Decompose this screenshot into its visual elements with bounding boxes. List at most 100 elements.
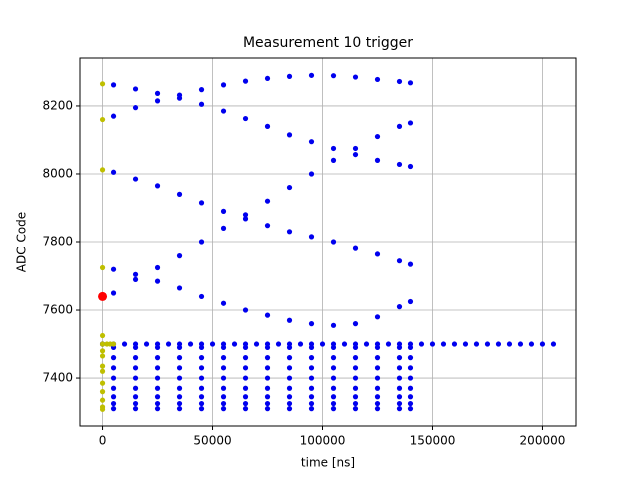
point xyxy=(539,341,546,347)
point xyxy=(198,87,205,93)
point xyxy=(99,397,106,403)
point xyxy=(451,341,458,347)
point xyxy=(352,394,359,400)
y-tick-label: 8200 xyxy=(42,98,73,112)
point xyxy=(418,341,425,347)
point xyxy=(396,78,403,85)
point xyxy=(253,341,260,347)
point xyxy=(374,406,381,412)
point xyxy=(264,355,271,361)
point xyxy=(396,304,403,310)
point xyxy=(220,385,227,391)
point xyxy=(308,400,315,407)
point xyxy=(242,365,249,371)
point xyxy=(110,169,117,175)
point xyxy=(286,385,293,391)
point xyxy=(110,82,117,88)
point xyxy=(308,234,315,240)
point xyxy=(407,341,414,347)
point xyxy=(330,341,337,347)
point xyxy=(198,355,205,361)
point xyxy=(374,341,381,347)
point xyxy=(374,385,381,391)
point xyxy=(374,365,381,371)
point xyxy=(99,264,106,271)
point xyxy=(396,123,403,129)
point xyxy=(374,157,381,163)
point xyxy=(286,355,293,361)
point xyxy=(363,341,370,347)
point xyxy=(99,348,106,354)
point xyxy=(286,229,293,235)
point xyxy=(176,341,183,347)
point xyxy=(352,375,359,381)
point xyxy=(330,322,337,328)
point xyxy=(352,341,359,347)
point xyxy=(176,191,183,197)
point xyxy=(264,341,271,347)
point xyxy=(407,298,414,305)
point xyxy=(154,375,161,381)
y-tick-label: 7400 xyxy=(42,371,73,385)
point xyxy=(176,375,183,381)
point xyxy=(154,90,161,96)
point xyxy=(352,406,359,412)
point xyxy=(220,300,227,306)
point xyxy=(407,394,414,400)
point xyxy=(176,95,183,101)
point xyxy=(242,375,249,381)
point xyxy=(330,375,337,381)
point xyxy=(308,406,315,412)
point xyxy=(517,341,524,347)
point xyxy=(220,365,227,371)
point xyxy=(407,80,414,86)
point xyxy=(407,385,414,391)
point xyxy=(110,394,117,400)
point xyxy=(407,355,414,361)
point xyxy=(341,341,348,347)
point xyxy=(264,312,271,318)
point xyxy=(308,72,315,78)
point xyxy=(330,365,337,371)
point xyxy=(374,355,381,361)
point xyxy=(407,406,414,412)
x-axis-label: time [ns] xyxy=(301,456,355,470)
point xyxy=(374,133,381,140)
point xyxy=(242,341,249,347)
y-tick-label: 7800 xyxy=(42,235,73,249)
point xyxy=(396,394,403,400)
point xyxy=(154,406,161,412)
point xyxy=(110,406,117,412)
point xyxy=(286,184,293,191)
point xyxy=(176,355,183,361)
point xyxy=(110,365,117,371)
point xyxy=(154,278,161,284)
point xyxy=(154,341,161,347)
point xyxy=(308,365,315,371)
point xyxy=(396,161,403,168)
point xyxy=(396,406,403,412)
point xyxy=(132,385,139,391)
point xyxy=(220,355,227,361)
y-tick-label: 7600 xyxy=(42,303,73,317)
point xyxy=(242,78,249,84)
point xyxy=(242,307,249,313)
point xyxy=(99,353,106,359)
x-tick-label: 100000 xyxy=(300,434,346,448)
point xyxy=(352,245,359,251)
point xyxy=(429,341,436,347)
point xyxy=(176,400,183,407)
point xyxy=(110,355,117,361)
point xyxy=(352,145,359,152)
point xyxy=(264,375,271,381)
point xyxy=(110,113,117,119)
point xyxy=(132,365,139,371)
point xyxy=(330,406,337,412)
point xyxy=(506,341,513,347)
point xyxy=(110,375,117,381)
point xyxy=(99,389,106,395)
point xyxy=(330,157,337,163)
point xyxy=(374,375,381,381)
point xyxy=(132,105,139,111)
